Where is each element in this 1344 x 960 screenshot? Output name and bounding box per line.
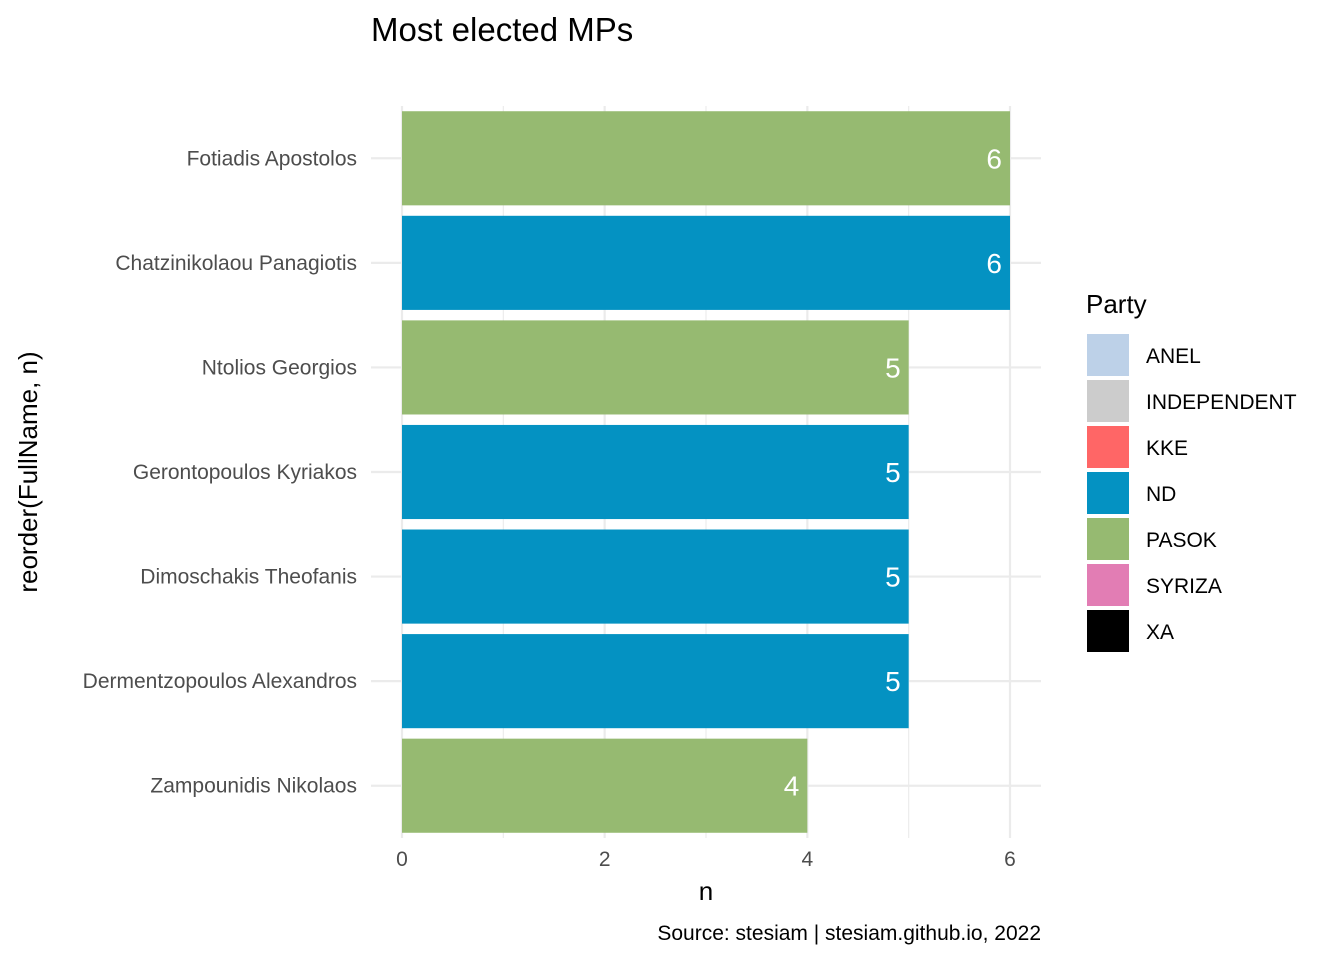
bar-labels: 6 6 5 5 5 5 4 [784,143,1002,801]
x-axis-title: n [699,876,713,906]
legend-key [1087,426,1129,468]
legend-label: XA [1146,621,1174,644]
legend-title: Party [1086,289,1147,319]
y-tick-label: Chatzinikolaou Panagiotis [115,252,357,275]
bar [402,215,1010,310]
legend-key [1087,610,1129,652]
legend-label: ANEL [1146,345,1201,368]
y-tick-label: Ntolios Georgios [202,356,357,379]
bar [402,424,909,520]
bars [402,111,1010,833]
y-axis-title: reorder(FullName, n) [13,351,43,592]
bar [402,320,909,415]
x-tick-label: 0 [396,848,408,871]
legend-key [1087,334,1129,376]
y-tick-label: Dimoschakis Theofanis [140,566,357,589]
y-tick-labels: Fotiadis Apostolos Chatzinikolaou Panagio… [83,147,357,797]
x-tick-label: 6 [1004,848,1016,871]
legend-label: ND [1146,483,1176,506]
x-tick-label: 2 [599,848,611,871]
y-tick-label: Fotiadis Apostolos [187,147,357,170]
x-tick-labels: 0 2 4 6 [396,848,1016,871]
y-tick-label: Dermentzopoulos Alexandros [83,670,357,693]
y-tick-label: Zampounidis Nikolaos [150,775,357,798]
legend: Party ANEL INDEPENDENT KKE ND PASOK SYRIZA XA [1086,289,1297,652]
bar-value-label: 5 [885,457,901,488]
bar-value-label: 6 [986,248,1002,279]
bar [402,111,1010,206]
bar [402,738,808,833]
bar [402,529,909,624]
legend-key [1087,380,1129,422]
chart-title: Most elected MPs [371,11,633,48]
bar-value-label: 5 [885,666,901,697]
bar [402,634,909,729]
y-tick-label: Gerontopoulos Kyriakos [133,461,357,484]
legend-key [1087,472,1129,514]
bar-value-label: 5 [885,352,901,383]
legend-label: KKE [1146,437,1188,460]
bar-value-label: 4 [784,771,800,802]
x-tick-label: 4 [801,848,813,871]
bar-value-label: 6 [986,143,1002,174]
chart-caption: Source: stesiam | stesiam.github.io, 202… [657,922,1041,945]
legend-label: INDEPENDENT [1146,391,1297,414]
legend-label: PASOK [1146,529,1217,552]
legend-label: SYRIZA [1146,575,1222,598]
legend-key [1087,518,1129,560]
legend-key [1087,564,1129,606]
bar-value-label: 5 [885,562,901,593]
